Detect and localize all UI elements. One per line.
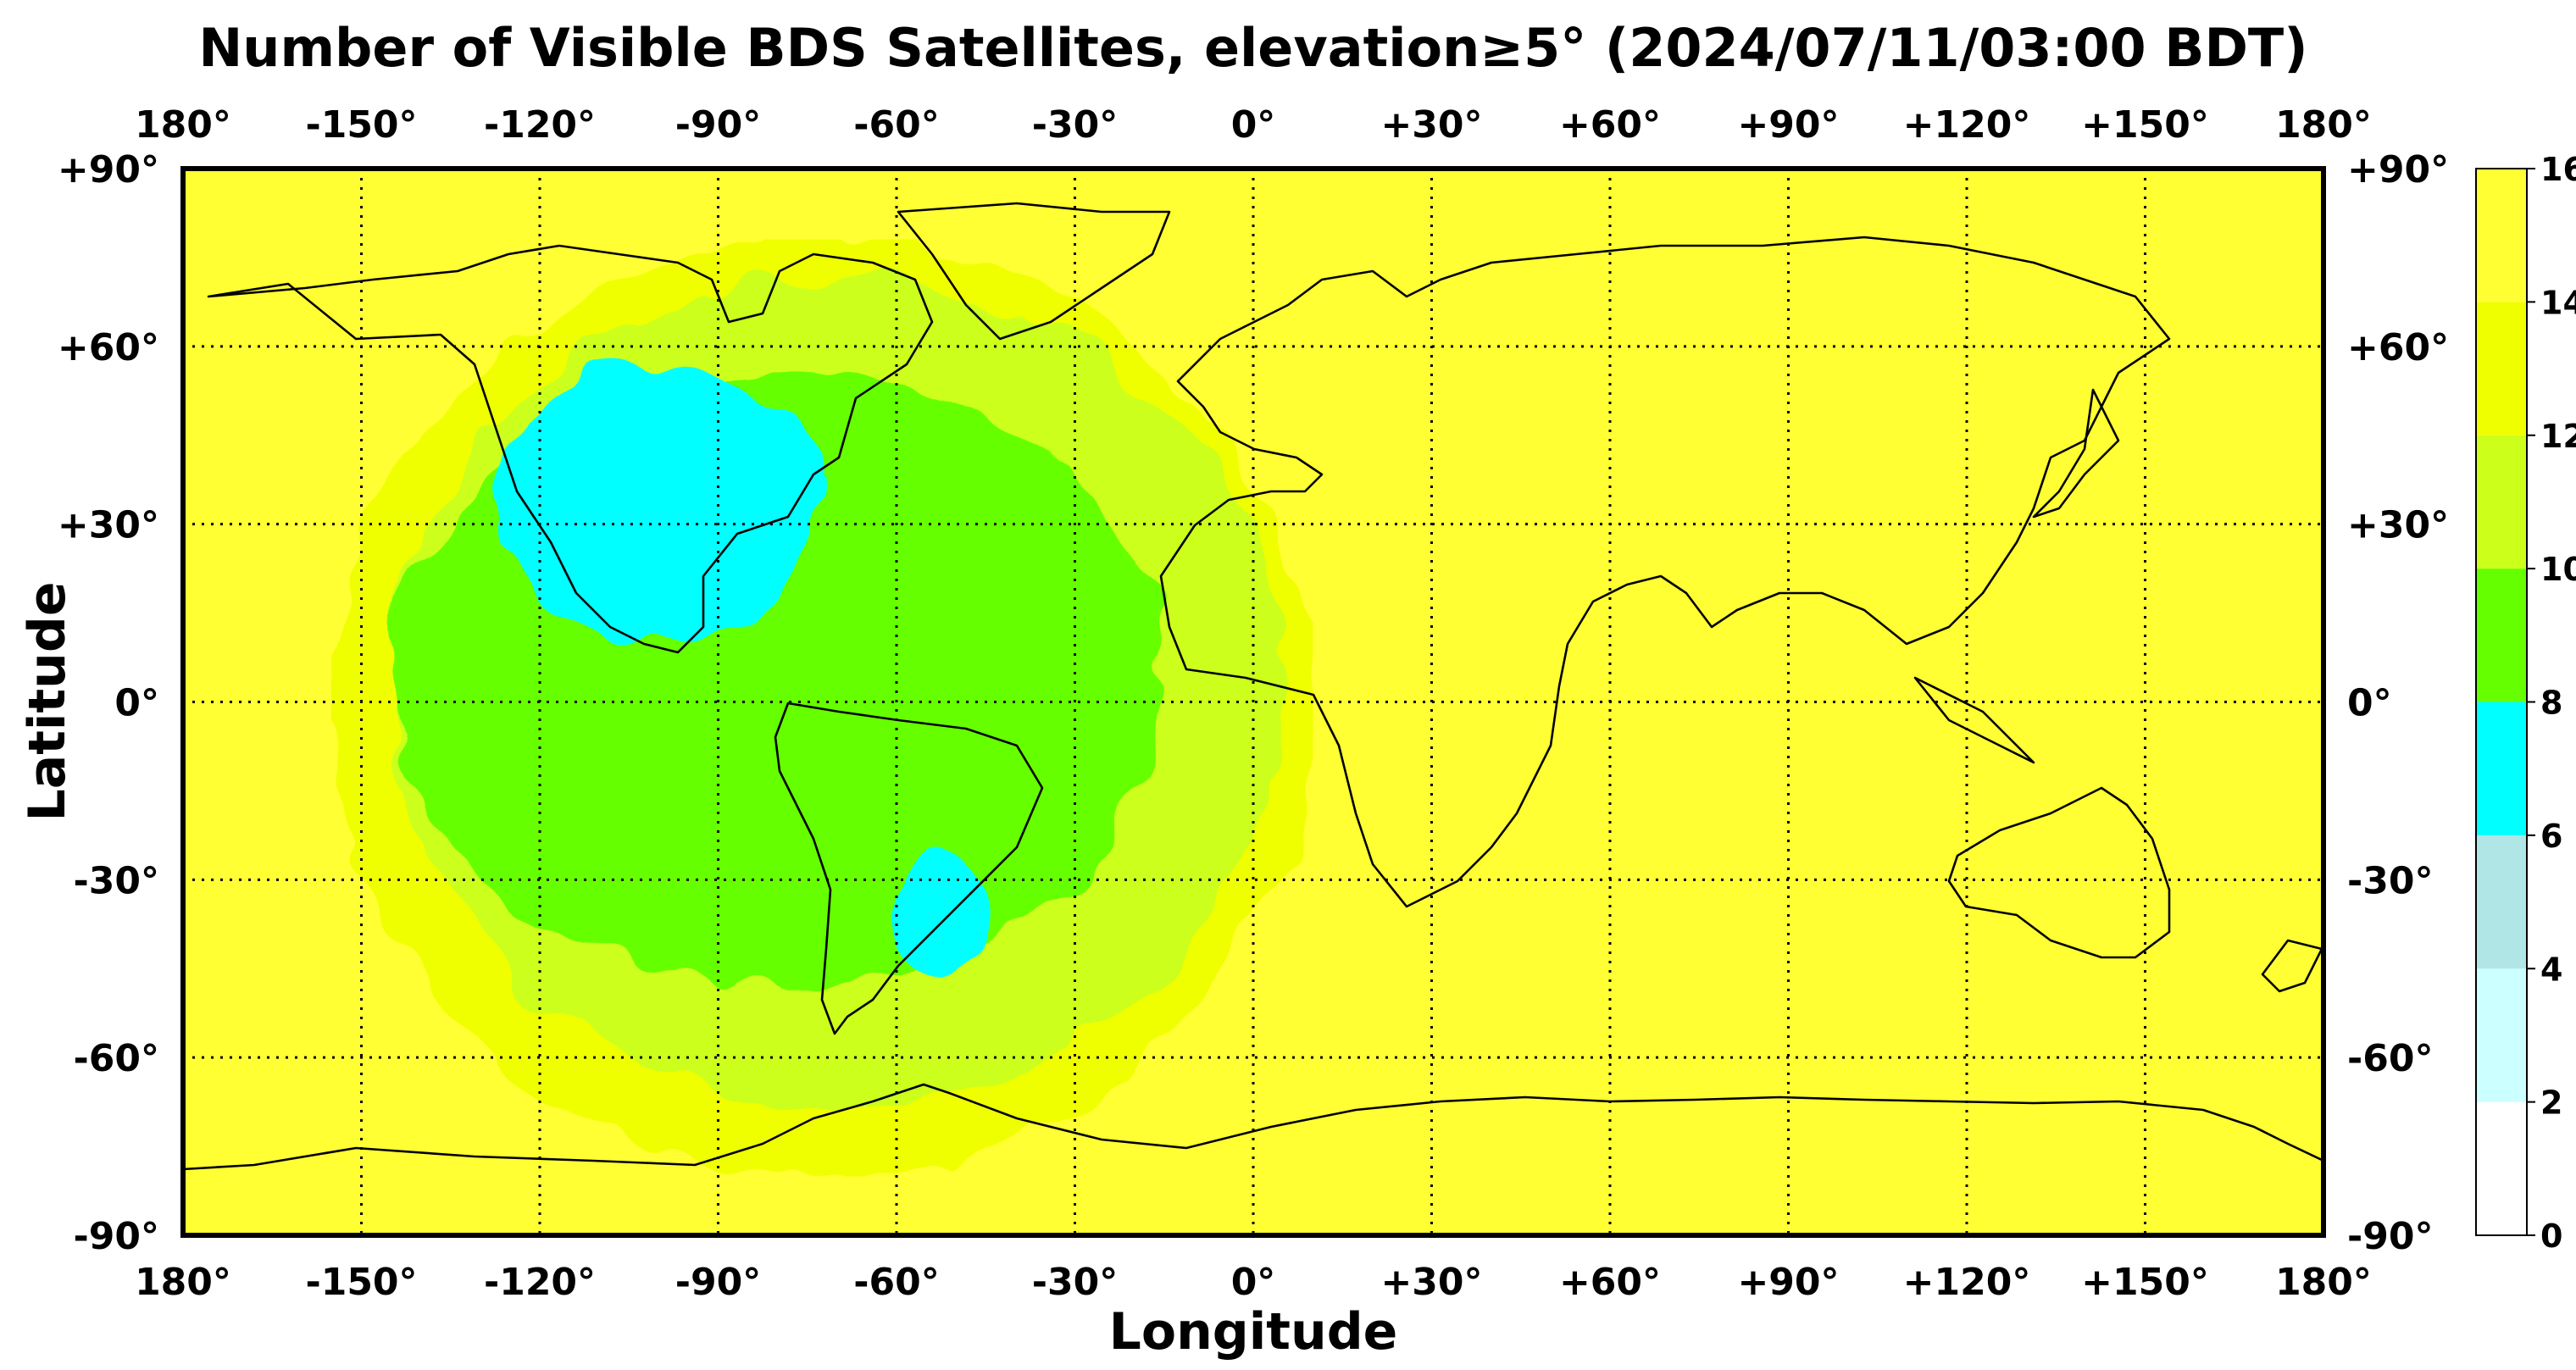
lat-tick-labels-right: +90° +60° +30° 0° -30° -60° -90° [2347,148,2449,1258]
lat-tick-label: +60° [58,326,159,369]
lat-tick-label: +30° [2347,504,2449,547]
lat-tick-label: +90° [2347,148,2449,191]
coastline-eurasia-africa [1159,236,2171,908]
lon-tick-label: -30° [1032,103,1119,147]
lon-tick-label: -120° [484,1261,596,1304]
colorbar-segment [2476,702,2527,835]
colorbar-tick-label: 12 [2540,418,2576,455]
lat-tick-label: +30° [58,504,159,547]
coastline-south-america [774,702,1044,1035]
coastline-greenland [897,202,1171,341]
lon-tick-label: 180° [2275,103,2372,147]
lat-tick-label: 0° [2347,682,2392,725]
coastlines [183,202,2323,1171]
colorbar-tick-label: 10 [2540,551,2576,588]
lon-tick-label: +120° [1903,103,2031,147]
lon-tick-label: +30° [1380,103,1482,147]
colorbar-segment [2476,435,2527,569]
colorbar-segment [2476,968,2527,1102]
lon-tick-label: -90° [675,1261,762,1304]
lat-tick-label: 0° [114,682,159,725]
lat-tick-label: -90° [2347,1215,2434,1258]
lon-tick-labels-top: 180° -150° -120° -90° -60° -30° 0° +30° +60° +90°… [135,103,2372,147]
lon-tick-label: +120° [1903,1261,2031,1304]
lon-tick-label: -60° [853,103,940,147]
colorbar-segment [2476,835,2527,969]
lon-tick-label: -60° [853,1261,940,1304]
field-region-4 [884,856,992,969]
field-region-3 [491,363,825,643]
plot-frame [180,166,2326,1238]
lon-tick-label: -90° [675,103,762,147]
colorbar-segment [2476,302,2527,435]
lat-tick-labels-left: +90° +60° +30° 0° -30° -60° -90° [58,148,159,1258]
lat-tick-label: -90° [74,1215,160,1258]
lon-tick-label: 180° [135,1261,231,1304]
y-axis-label: Latitude [18,581,77,821]
x-axis-label: Longitude [1109,1302,1398,1362]
lon-tick-labels-bottom: 180° -150° -120° -90° -60° -30° 0° +30° +60° +90°… [135,1261,2372,1304]
lon-tick-label: 0° [1231,103,1276,147]
coastline-antarctica [183,1083,2323,1171]
lat-tick-label: -30° [74,859,160,902]
lon-tick-label: +30° [1380,1261,1482,1304]
lat-tick-label: +90° [58,148,159,191]
colorbar-tick-label: 0 [2540,1217,2562,1255]
lon-tick-label: +150° [2081,103,2209,147]
colorbar-tick-label: 8 [2540,685,2562,722]
lon-tick-label: +150° [2081,1261,2209,1304]
chart-title: Number of Visible BDS Satellites, elevat… [198,17,2307,79]
coastline-new-zealand [2261,939,2323,993]
lon-tick-label: 0° [1231,1261,1276,1304]
lon-tick-label: +90° [1737,1261,1839,1304]
colorbar-segment [2476,169,2527,302]
coastline-australia [1947,786,2171,959]
coastline-japan [2032,388,2120,519]
colorbar-tick-label: 16 [2540,151,2576,188]
graticule [183,169,2323,1235]
colorbar: 0 2 4 6 8 10 12 14 16 [2475,151,2576,1255]
colorbar-segment [2476,1101,2527,1235]
colorbar-tick-label: 4 [2540,951,2562,988]
coastline-north-america [207,244,934,654]
lat-tick-label: -30° [2347,859,2434,902]
lon-tick-label: -150° [305,1261,417,1304]
lat-tick-label: -60° [2347,1037,2434,1080]
lon-tick-label: +60° [1559,1261,1661,1304]
lon-tick-label: -150° [305,103,417,147]
lon-tick-label: 180° [135,103,231,147]
lon-tick-label: -120° [484,103,596,147]
lon-tick-label: +90° [1737,103,1839,147]
lat-tick-label: -60° [74,1037,160,1080]
colorbar-tick-label: 6 [2540,818,2562,855]
lon-tick-label: 180° [2275,1261,2372,1304]
colorbar-segment [2476,569,2527,702]
coastline-indonesia [1913,676,2035,764]
colorbar-tick-label: 14 [2540,284,2576,321]
lat-tick-label: +60° [2347,326,2449,369]
colorbar-tick-label: 2 [2540,1084,2562,1122]
lon-tick-label: +60° [1559,103,1661,147]
lon-tick-label: -30° [1032,1261,1119,1304]
